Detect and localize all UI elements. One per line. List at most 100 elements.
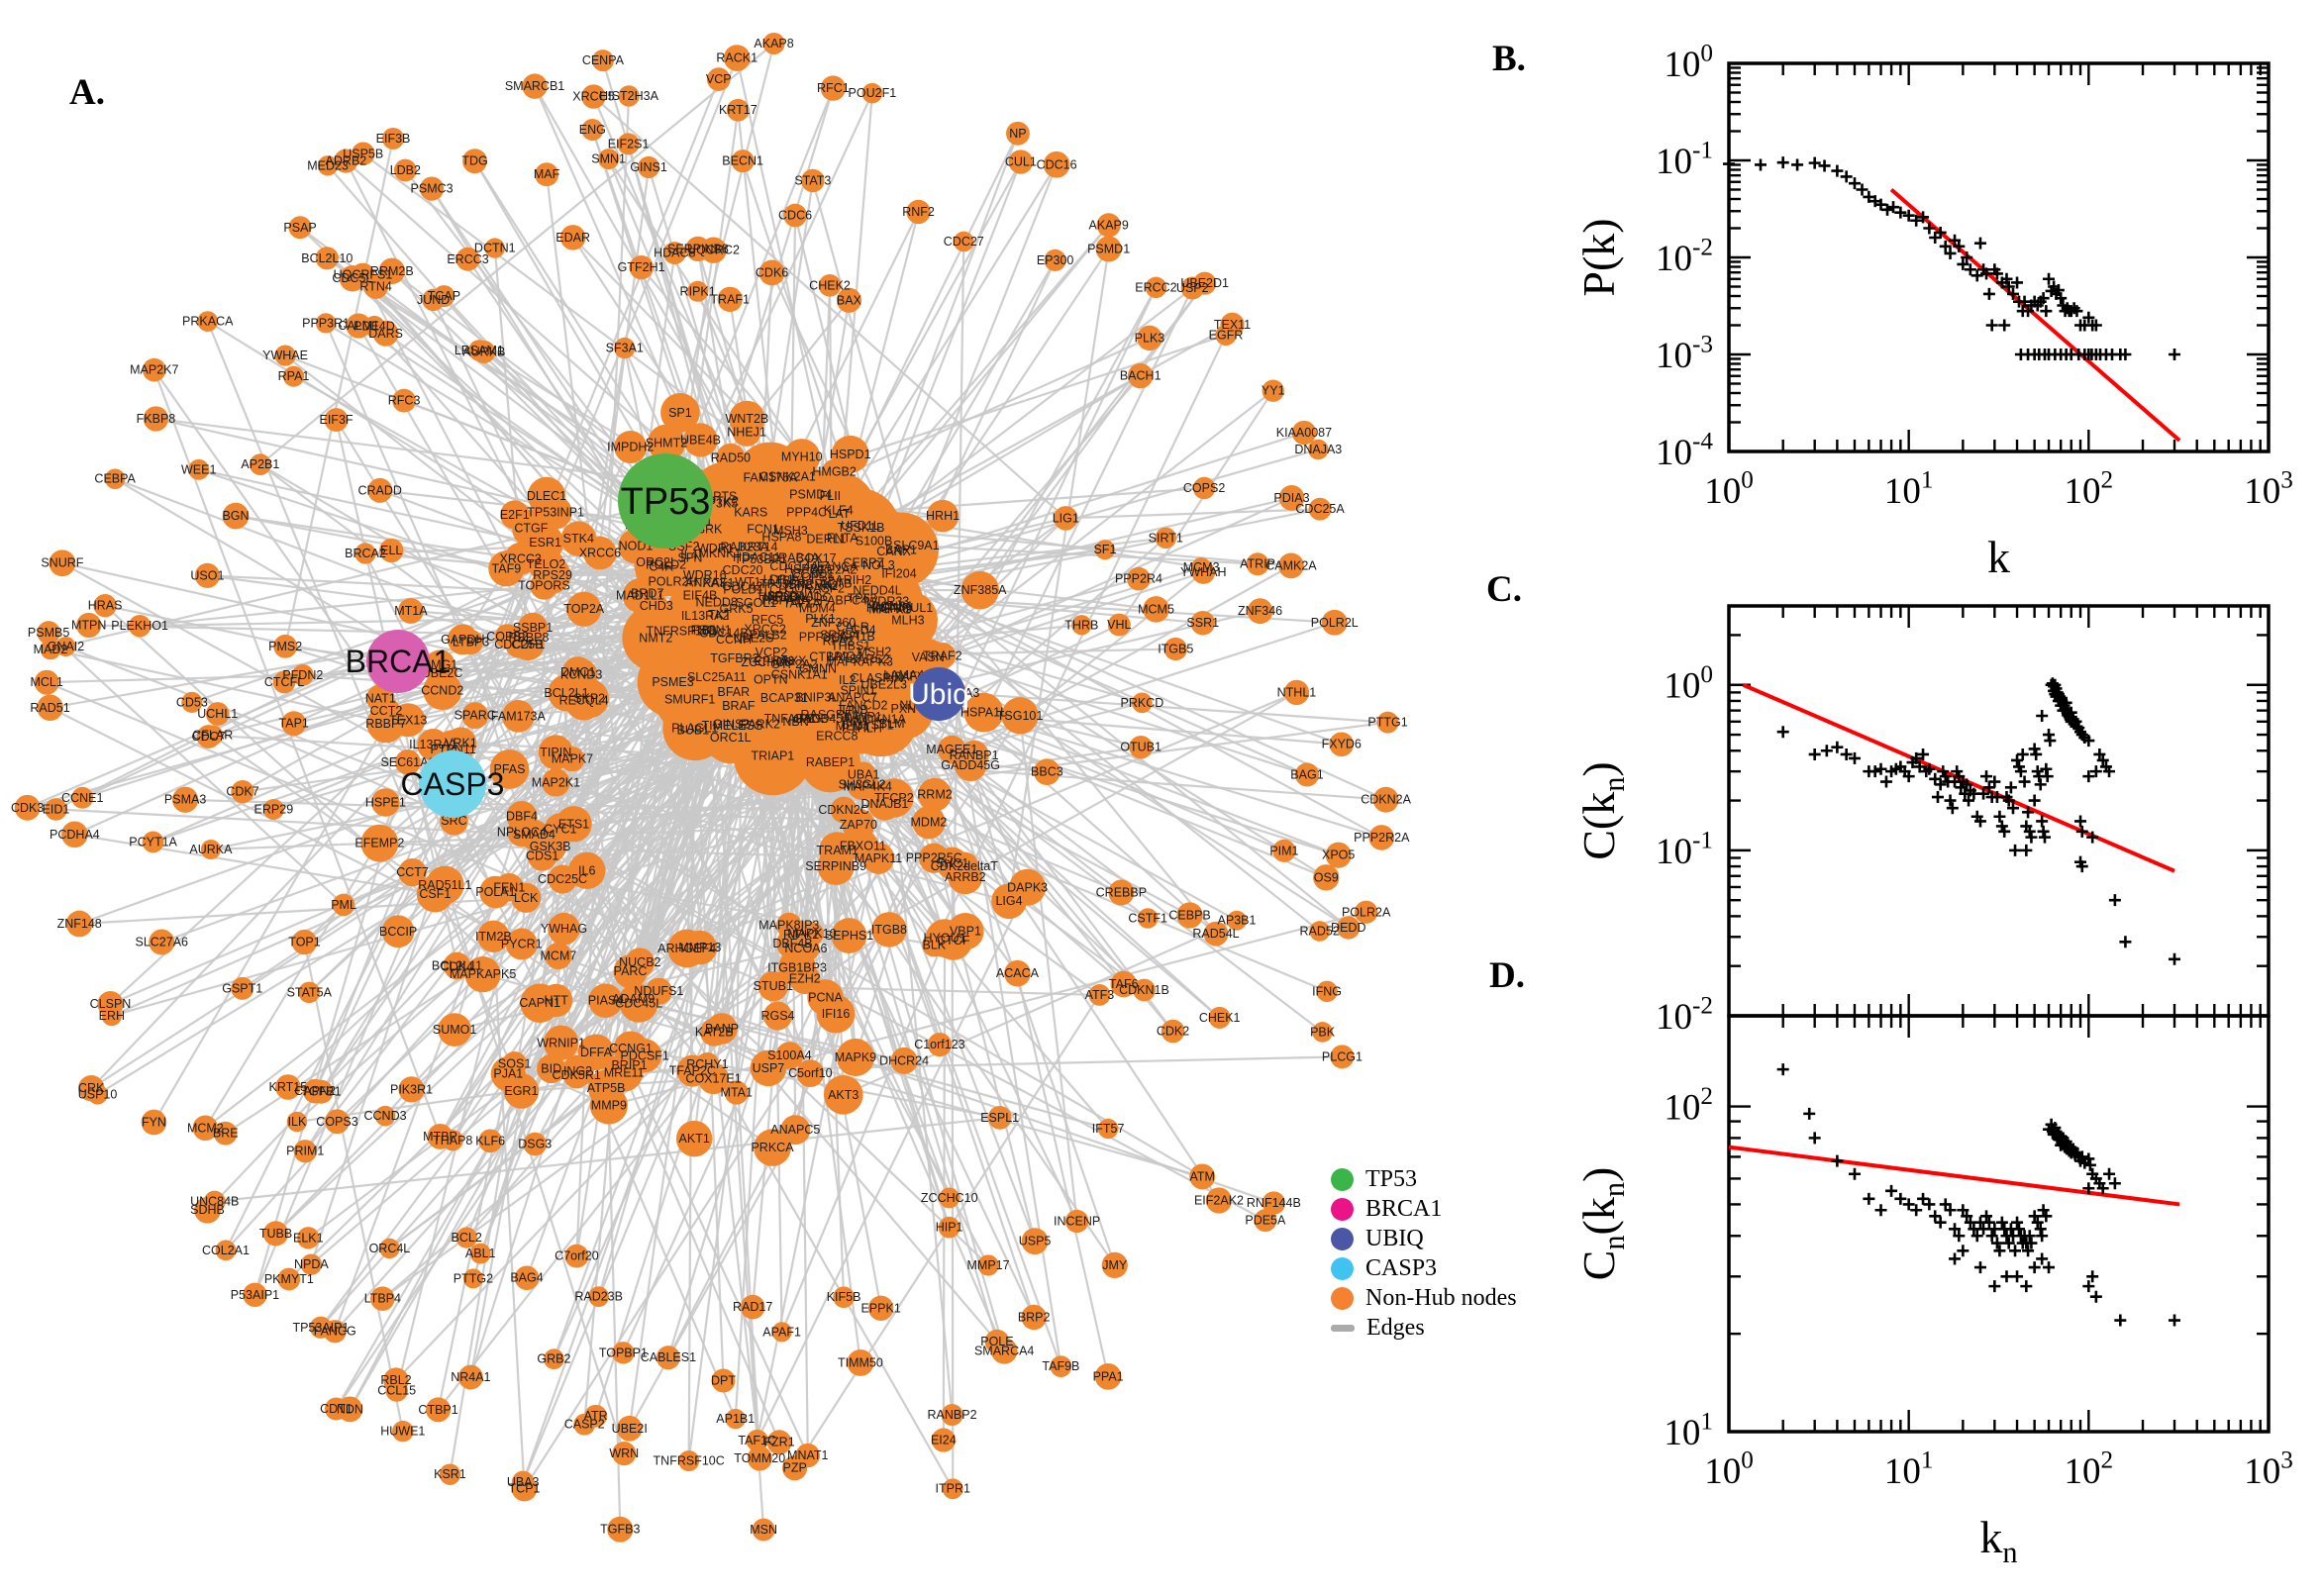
- legend-label-tp53: TP53: [1365, 1166, 1418, 1192]
- non-hub-node: [612, 1342, 635, 1364]
- non-hub-node: [494, 624, 520, 649]
- non-hub-node: [293, 1140, 317, 1163]
- non-hub-node: [987, 1105, 1012, 1130]
- non-hub-node: [543, 1025, 579, 1061]
- data-point: [2036, 710, 2049, 723]
- node-label: PCDHA4: [50, 828, 100, 842]
- node-label: CABLES1: [641, 1350, 696, 1364]
- fit-line: [1728, 1145, 2180, 1207]
- non-hub-node: [542, 768, 570, 797]
- non-hub-node: [746, 1429, 768, 1452]
- non-hub-node: [959, 740, 989, 771]
- node-label: C5orf10: [788, 1066, 833, 1080]
- node-label: CSF1: [419, 887, 451, 901]
- network-edge: [48, 631, 346, 906]
- non-hub-node: [833, 1286, 855, 1309]
- node-label: IMPDH2: [607, 441, 654, 454]
- non-hub-node: [801, 168, 825, 193]
- node-label: VBP1: [950, 925, 981, 939]
- network-edge: [756, 707, 905, 1443]
- non-hub-node: [315, 247, 339, 270]
- plot-tick-labels: 100 10-1 10-2: [1656, 661, 1713, 1038]
- non-hub-node: [947, 913, 984, 950]
- data-point: [2009, 1245, 2022, 1257]
- non-hub-node: [612, 1442, 637, 1466]
- plot-ticks: [1727, 1016, 2271, 1434]
- node-label: FAM173A: [491, 709, 547, 723]
- data-point: [1993, 1245, 2006, 1257]
- data-point: [1985, 319, 1998, 332]
- non-hub-node: [1227, 910, 1248, 931]
- legend-label-ubiq: UBIQ: [1365, 1226, 1424, 1251]
- non-hub-node: [262, 798, 284, 820]
- non-hub-node: [71, 786, 94, 809]
- non-hub-node: [1097, 1118, 1119, 1140]
- non-hub-node: [484, 238, 505, 258]
- node-label: TNFRSF10C: [654, 1454, 725, 1468]
- node-label: ENG: [579, 123, 606, 137]
- node-label: OS9: [1314, 870, 1339, 884]
- non-hub-node: [172, 786, 199, 813]
- data-point: [2169, 1314, 2181, 1327]
- y-axis-title: P(k): [1573, 218, 1624, 296]
- node-label: CTGF: [514, 522, 548, 536]
- node-label: CDC16: [1037, 157, 1077, 171]
- non-hub-node: [398, 1076, 425, 1103]
- node-label: SMN1: [591, 152, 626, 166]
- node-label: P53AIP1: [231, 1288, 279, 1302]
- node-label: ARRB2: [945, 870, 986, 884]
- non-hub-node: [711, 1368, 736, 1393]
- node-label: RNF2: [902, 205, 935, 219]
- non-hub-node: [717, 286, 743, 313]
- non-hub-node: [926, 499, 960, 533]
- network-edge: [953, 691, 1062, 1368]
- node-label: DAPK3: [1007, 880, 1048, 894]
- legend-label-edges: Edges: [1366, 1315, 1425, 1341]
- node-label: PARC: [614, 964, 648, 978]
- data-point: [1885, 1184, 1898, 1197]
- legend: TP53 BRCA1 UBIQ CASP3 Non-Hub nodes Edges: [1331, 1166, 1517, 1341]
- non-hub-node: [617, 133, 640, 155]
- node-label: CCT7: [396, 865, 429, 879]
- y-axis-title: C(kn​): [1573, 761, 1631, 860]
- non-hub-node: [990, 1338, 1018, 1364]
- non-hub-node: [564, 1244, 589, 1268]
- non-hub-node: [691, 568, 720, 597]
- non-hub-node: [867, 1295, 894, 1321]
- svg-text:101: 101: [1884, 466, 1934, 512]
- node-label: CDK3: [11, 801, 44, 815]
- data-point: [1970, 269, 1983, 282]
- data-point: [1944, 794, 1957, 807]
- node-label: ERP29: [254, 802, 294, 816]
- non-hub-node: [831, 918, 867, 953]
- network-edge: [953, 691, 1389, 724]
- svg-text:10-1: 10-1: [1656, 137, 1713, 182]
- non-hub-node: [687, 280, 709, 302]
- network-edge: [628, 1063, 809, 1457]
- network-nodes: [14, 32, 1399, 1543]
- node-label: AKT1: [679, 1132, 710, 1146]
- node-label: RRM2: [917, 788, 952, 802]
- non-hub-node: [1021, 1228, 1049, 1255]
- network-edge: [437, 933, 813, 1411]
- data-point: [2028, 743, 2041, 755]
- data-point: [1988, 1280, 2001, 1293]
- node-label: SUMO1: [433, 1023, 477, 1037]
- node-label: FKBP8: [137, 412, 176, 426]
- node-label: SPARC: [454, 709, 496, 723]
- node-label: GSPT1: [222, 981, 262, 995]
- node-label: RPA1: [278, 369, 310, 383]
- non-hub-node: [339, 265, 366, 292]
- node-label: ORC4L: [369, 1242, 411, 1255]
- node-label: BACH1: [1120, 369, 1162, 383]
- data-point: [1874, 1204, 1887, 1217]
- node-label: COPS3: [316, 1115, 357, 1129]
- non-hub-node: [953, 231, 974, 252]
- node-label: HUWE1: [380, 1425, 425, 1439]
- non-hub-node: [213, 1121, 238, 1146]
- non-hub-node: [455, 1227, 477, 1248]
- non-hub-node: [703, 537, 737, 570]
- non-hub-node: [309, 1316, 333, 1339]
- non-hub-node: [291, 929, 318, 955]
- non-hub-node: [842, 674, 874, 707]
